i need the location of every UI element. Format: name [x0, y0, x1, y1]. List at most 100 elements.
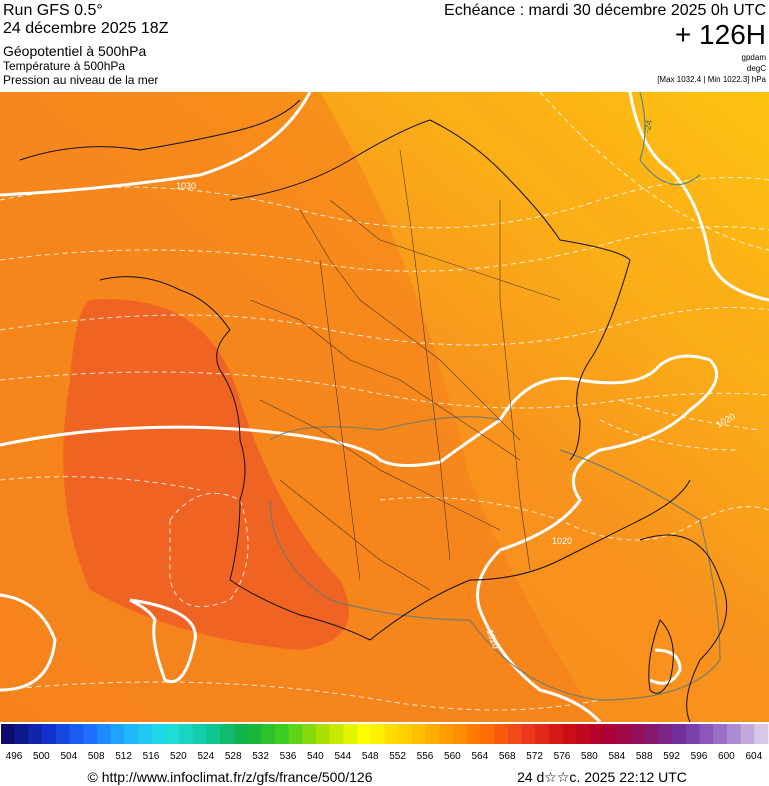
- timestamp: 24 d☆☆c. 2025 22:12 UTC: [517, 769, 687, 785]
- colorbar-label: 580: [581, 751, 598, 762]
- colorbar-label: 548: [362, 751, 379, 762]
- colorbar-swatch: [151, 724, 166, 744]
- colorbar-label: 532: [252, 751, 269, 762]
- colorbar-swatch: [521, 724, 536, 744]
- colorbar-swatch: [562, 724, 577, 744]
- colorbar-swatch: [425, 724, 440, 744]
- colorbar-swatch: [370, 724, 385, 744]
- colorbar-swatch: [548, 724, 563, 744]
- colorbar-labels: 496 500 504 508 512 516 520 524 528 532 536 540 544 5…: [6, 751, 763, 762]
- colorbar-swatch: [411, 724, 426, 744]
- colorbar-label: 504: [60, 751, 77, 762]
- colorbar-swatch: [357, 724, 372, 744]
- colorbar-swatch: [658, 724, 673, 744]
- colorbar-swatch: [589, 724, 605, 744]
- colorbar-swatch: [288, 724, 303, 744]
- colorbar-label: 576: [554, 751, 571, 762]
- colorbar-swatch: [740, 724, 755, 744]
- colorbar-label: 544: [334, 751, 351, 762]
- colorbar-swatch: [28, 724, 43, 744]
- colorbar-swatch: [192, 724, 207, 744]
- colorbar-label: 536: [280, 751, 297, 762]
- contour-label: -24: [642, 119, 654, 134]
- colorbar-swatch: [137, 724, 153, 744]
- colorbar-swatch: [398, 724, 413, 744]
- contour-label: 1020: [552, 536, 572, 546]
- colorbar-label: 528: [225, 751, 242, 762]
- colorbar-swatch: [644, 724, 659, 744]
- colorbar-swatch: [329, 724, 344, 744]
- colorbar-swatch: [55, 724, 70, 744]
- colorbar-swatch: [302, 724, 317, 744]
- colorbar-label: 500: [33, 751, 50, 762]
- colorbar-label: 552: [389, 751, 406, 762]
- colorbar-swatch: [83, 724, 98, 744]
- field-label: Géopotentiel à 500hPa: [3, 43, 146, 59]
- echeance: Echéance : mardi 30 décembre 2025 0h UTC: [444, 2, 766, 19]
- colorbar: [1, 724, 769, 744]
- colorbar-swatch: [110, 724, 125, 744]
- colorbar-swatch: [1, 724, 16, 744]
- colorbar-swatch: [343, 724, 358, 744]
- colorbar-swatch: [233, 724, 248, 744]
- colorbar-label: 508: [88, 751, 105, 762]
- run-title: Run GFS 0.5°: [3, 2, 103, 19]
- colorbar-swatch: [316, 724, 331, 744]
- isobars: [0, 91, 769, 724]
- colorbar-swatch: [631, 724, 646, 744]
- colorbar-label: 516: [143, 751, 160, 762]
- map: 1030 -24 1020 1020 1020: [0, 91, 769, 724]
- contour-label: 1030: [176, 181, 196, 191]
- colorbar-swatch: [206, 724, 221, 744]
- colorbar-label: 556: [417, 751, 434, 762]
- colorbar-swatch: [124, 724, 139, 744]
- forecast-offset: + 126H: [675, 19, 766, 50]
- source-url: © http://www.infoclimat.fr/z/gfs/france/…: [88, 769, 373, 785]
- colorbar-label: 524: [197, 751, 214, 762]
- colorbar-swatch: [603, 724, 618, 744]
- unit-label: degC: [747, 64, 766, 73]
- field-label: Température à 500hPa: [3, 59, 125, 73]
- isotherms: [0, 91, 769, 711]
- colorbar-label: 496: [6, 751, 23, 762]
- run-date: 24 décembre 2025 18Z: [3, 20, 169, 37]
- colorbar-label: 588: [636, 751, 653, 762]
- colorbar-swatch: [494, 724, 509, 744]
- coastline: [19, 99, 728, 723]
- colorbar-label: 540: [307, 751, 324, 762]
- unit-label: gpdam: [742, 53, 767, 62]
- cold-core: [63, 299, 349, 650]
- colorbar-swatch: [384, 724, 399, 744]
- colorbar-swatch: [535, 724, 550, 744]
- colorbar-swatch: [480, 724, 495, 744]
- colorbar-label: 564: [471, 751, 488, 762]
- isotherm: [269, 416, 721, 701]
- colorbar-swatch: [96, 724, 111, 744]
- colorbar-label: 584: [608, 751, 625, 762]
- colorbar-swatch: [713, 724, 728, 744]
- colorbar-label: 568: [499, 751, 516, 762]
- colorbar-swatch: [69, 724, 84, 744]
- colorbar-swatch: [672, 724, 687, 744]
- colorbar-swatch: [274, 724, 290, 744]
- colorbar-swatch: [576, 724, 591, 744]
- colorbar-swatch: [165, 724, 180, 744]
- isotherm-minus24: [639, 91, 701, 186]
- colorbar-swatch: [699, 724, 714, 744]
- colorbar-swatch: [179, 724, 194, 744]
- colorbar-label: 596: [691, 751, 708, 762]
- colorbar-swatch: [726, 724, 742, 744]
- departments: [249, 149, 561, 591]
- colorbar-label: 604: [745, 751, 762, 762]
- colorbar-swatch: [754, 724, 769, 744]
- colorbar-label: 572: [526, 751, 543, 762]
- colorbar-swatch: [220, 724, 235, 744]
- colorbar-swatch: [42, 724, 57, 744]
- pressure-range: [Max 1032.4 | Min 1022.3] hPa: [657, 75, 766, 84]
- colorbar-label: 592: [663, 751, 680, 762]
- warm-band: [450, 92, 769, 360]
- colorbar-label: 600: [718, 751, 735, 762]
- colorbar-swatch: [617, 724, 632, 744]
